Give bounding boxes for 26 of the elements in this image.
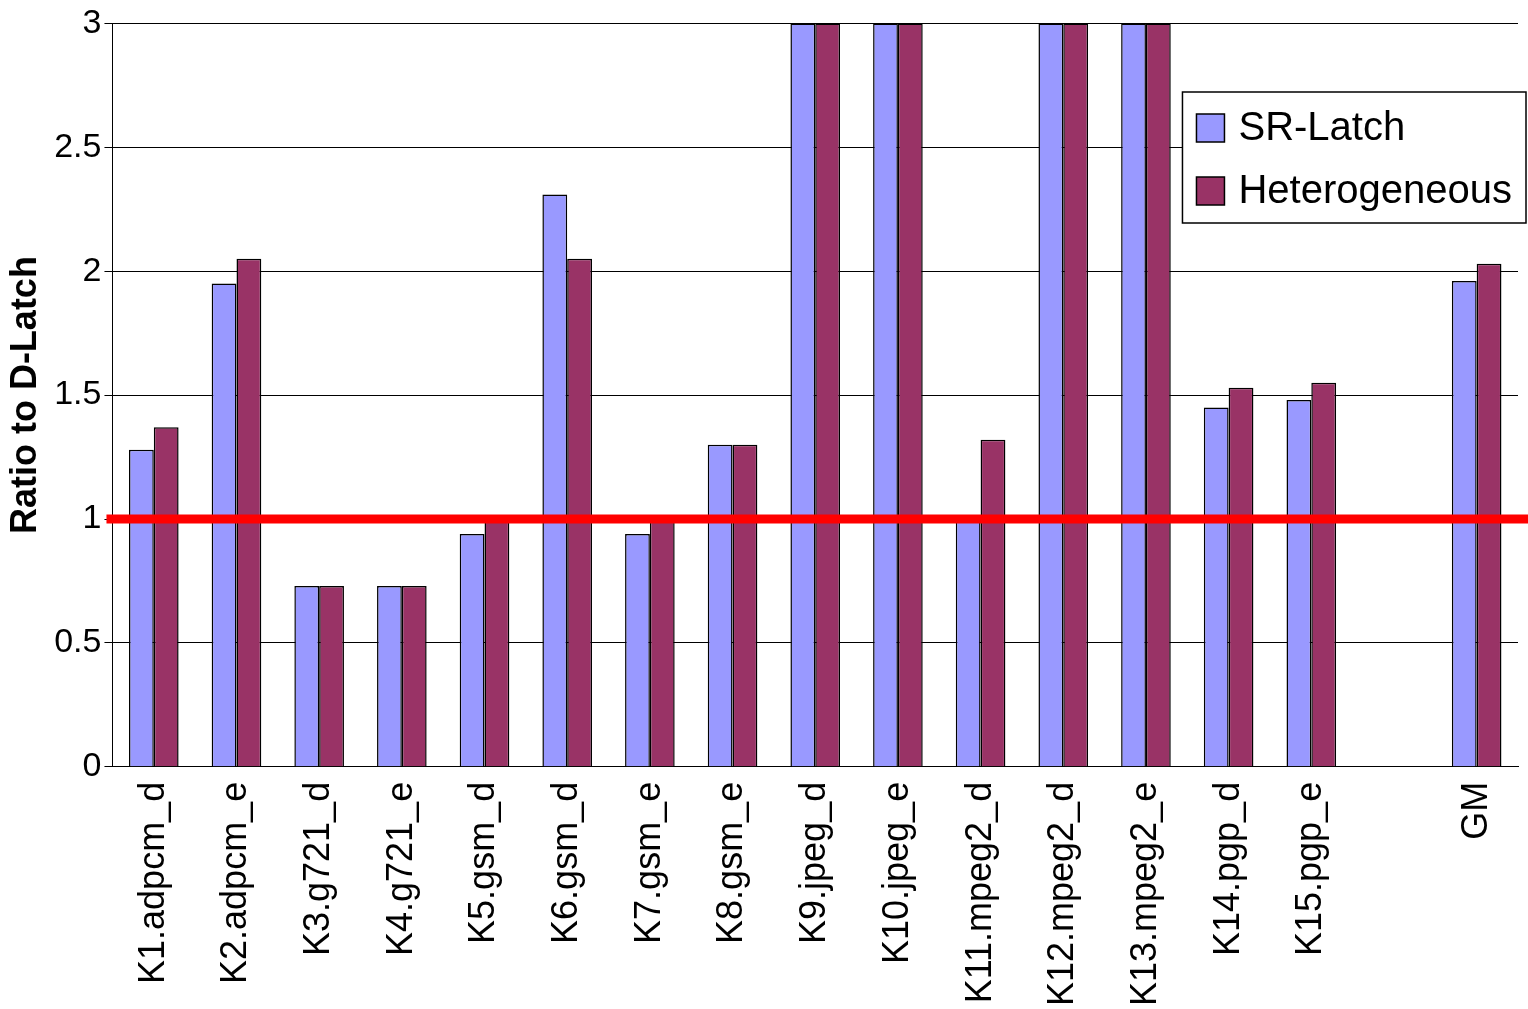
x-tick-label: K8.gsm_e — [709, 781, 751, 944]
y-tick-label: 2 — [82, 249, 102, 288]
y-tick-label: 3 — [82, 1, 102, 40]
x-tick-label: K13.mpeg2_e — [1122, 781, 1164, 1007]
x-tick-label: GM — [1453, 781, 1495, 840]
x-tick-label: K5.gsm_d — [461, 781, 503, 944]
y-tick-label: 0.5 — [54, 621, 102, 660]
legend-label: SR-Latch — [1238, 104, 1406, 149]
x-tick-label: K4.g721_e — [378, 781, 420, 956]
x-tick-label: K10.jpeg_e — [874, 781, 916, 964]
x-tick-label: K6.gsm_d — [544, 781, 586, 944]
legend-label: Heterogeneous — [1238, 167, 1513, 212]
x-tick-label: K1.adpcm_d — [130, 781, 172, 984]
x-tick-label: K14.pgp_d — [1205, 781, 1247, 956]
x-tick-label: K2.adpcm_e — [213, 781, 255, 984]
x-tick-label: K7.gsm_e — [626, 781, 668, 944]
y-tick-label: 1 — [82, 497, 102, 536]
y-tick-label: 1.5 — [54, 373, 102, 412]
x-tick-label: K12.mpeg2_d — [1040, 781, 1082, 1007]
x-tick-label: K9.jpeg_d — [792, 781, 834, 944]
x-tick-label: K11.mpeg2_d — [957, 781, 999, 1004]
x-tick-label: K3.g721_d — [296, 781, 338, 956]
y-tick-label: 2.5 — [54, 125, 102, 164]
y-tick-label: 0 — [82, 745, 102, 784]
x-tick-label: K15.pgp_e — [1288, 781, 1330, 956]
y-axis-title: Ratio to D-Latch — [2, 256, 44, 535]
